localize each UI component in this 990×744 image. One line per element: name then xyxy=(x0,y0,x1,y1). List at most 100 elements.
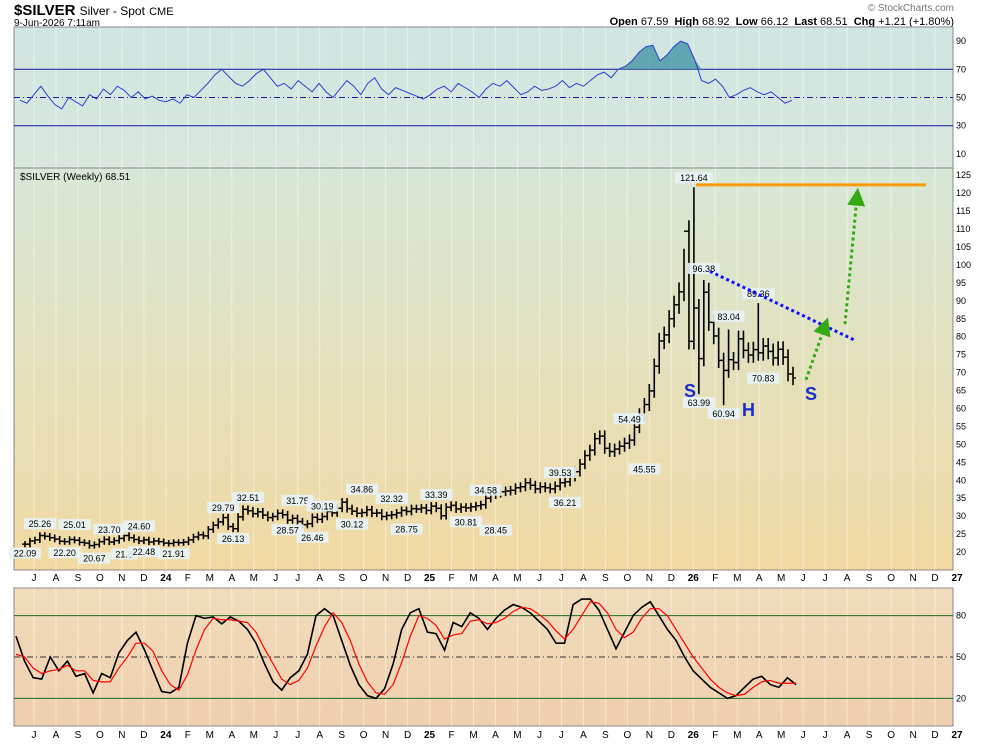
x-tick-label: A xyxy=(492,730,499,741)
price-annotation: 30.81 xyxy=(449,516,482,528)
x-tick-label: A xyxy=(580,730,587,741)
price-annotation-label: 89.36 xyxy=(747,289,770,299)
x-tick-label: M xyxy=(206,573,214,584)
rsi-tick-label: 10 xyxy=(956,149,966,159)
price-annotation-bg xyxy=(271,524,304,536)
price-annotation: 22.48 xyxy=(127,546,160,558)
x-tick-label: A xyxy=(316,573,323,584)
price-annotation-label: 83.04 xyxy=(717,312,740,322)
x-tick-label: D xyxy=(140,573,147,584)
price-annotation: 54.49 xyxy=(613,413,646,425)
x-tick-label: M xyxy=(777,573,785,584)
price-annotation-bg xyxy=(127,546,160,558)
open-label: Open xyxy=(609,16,638,28)
x-tick-label: F xyxy=(448,573,454,584)
price-annotation-bg xyxy=(628,463,661,475)
price-annotation-label: 32.32 xyxy=(380,494,403,504)
rsi-line xyxy=(19,40,793,110)
x-tick-label: S xyxy=(75,730,82,741)
x-tick-label: O xyxy=(96,573,104,584)
price-tick-label: 75 xyxy=(956,350,966,360)
price-annotation-bg xyxy=(48,547,81,559)
x-tick-label: J xyxy=(273,730,278,741)
price-tick-label: 90 xyxy=(956,296,966,306)
x-tick-label: J xyxy=(801,730,806,741)
x-tick-label: O xyxy=(623,573,631,584)
price-annotation-label: 25.26 xyxy=(29,519,52,529)
x-tick-label: S xyxy=(338,573,345,584)
price-annotation: 39.53 xyxy=(544,466,577,478)
x-tick-label: A xyxy=(756,573,763,584)
price-tick-label: 50 xyxy=(956,439,966,449)
x-tick-label: J xyxy=(32,730,37,741)
price-annotation-label: 28.45 xyxy=(484,526,507,536)
x-tick-label: A xyxy=(844,730,851,741)
price-tick-label: 105 xyxy=(956,242,971,252)
price-annotation: 33.39 xyxy=(420,488,453,500)
x-tick-label: A xyxy=(53,730,60,741)
price-annotation-bg xyxy=(613,413,646,425)
x-tick-label: J xyxy=(273,573,278,584)
price-tick-label: 125 xyxy=(956,170,971,180)
price-annotation-bg xyxy=(231,492,264,504)
price-annotation-bg xyxy=(157,548,190,560)
x-tick-label: S xyxy=(75,573,82,584)
price-annotation-label: 54.49 xyxy=(618,414,641,424)
x-tick-label: N xyxy=(646,573,653,584)
price-annotation-bg xyxy=(78,552,111,564)
x-tick-label: 25 xyxy=(424,573,436,584)
x-tick-label: 25 xyxy=(424,730,436,741)
price-annotation: 20.67 xyxy=(78,552,111,564)
x-tick-label: 24 xyxy=(160,573,172,584)
exchange: CME xyxy=(149,6,174,18)
price-annotation-label: 28.57 xyxy=(276,525,299,535)
x-tick-label: J xyxy=(823,573,828,584)
x-tick-label: J xyxy=(823,730,828,741)
x-tick-label: N xyxy=(909,573,916,584)
x-tick-label: D xyxy=(140,730,147,741)
high-label: High xyxy=(674,16,699,28)
x-tick-label: O xyxy=(360,573,368,584)
x-tick-label: O xyxy=(887,730,895,741)
price-annotation-bg xyxy=(469,484,502,496)
ohlc-bar xyxy=(790,366,796,386)
price-annotation-bg xyxy=(296,531,329,543)
price-annotation: 32.32 xyxy=(375,492,408,504)
stoch-tick-label: 20 xyxy=(956,693,966,703)
price-annotation: 34.86 xyxy=(345,483,378,495)
x-tick-label: N xyxy=(118,730,125,741)
price-tick-label: 110 xyxy=(956,224,970,234)
x-tick-label: N xyxy=(909,730,916,741)
x-tick-label: 26 xyxy=(688,730,700,741)
quote-summary: Open 67.59 High 68.92 Low 66.12 Last 68.… xyxy=(610,16,954,28)
x-tick-label: D xyxy=(931,573,938,584)
price-annotation: 29.79 xyxy=(207,501,240,513)
x-tick-label: N xyxy=(382,573,389,584)
price-annotation-bg xyxy=(306,500,339,512)
price-tick-label: 115 xyxy=(956,206,970,216)
price-tick-label: 85 xyxy=(956,314,966,324)
price-annotation: 34.58 xyxy=(469,484,502,496)
x-tick-label: M xyxy=(777,730,785,741)
stoch-tick-label: 80 xyxy=(956,611,966,621)
pattern-left-shoulder: S xyxy=(684,381,696,401)
price-tick-label: 65 xyxy=(956,386,966,396)
x-tick-label: O xyxy=(360,730,368,741)
price-annotation-bg xyxy=(110,548,138,560)
x-tick-label: A xyxy=(228,573,235,584)
chart-title: $SILVER Silver - Spot CME xyxy=(14,2,174,19)
price-annotation-label: 30.81 xyxy=(455,517,478,527)
x-tick-label: J xyxy=(559,573,564,584)
price-annotation: 22.20 xyxy=(48,547,81,559)
price-tick-label: 95 xyxy=(956,278,966,288)
stoch-tick-label: 50 xyxy=(956,652,966,662)
x-tick-label: S xyxy=(602,730,609,741)
x-tick-label: F xyxy=(448,730,454,741)
price-annotation: 63.99 xyxy=(682,397,715,409)
price-annotation: 28.57 xyxy=(271,524,304,536)
price-annotation-label: 36.21 xyxy=(554,498,577,508)
price-tick-label: 25 xyxy=(956,529,966,539)
price-annotation: 32.51 xyxy=(231,492,264,504)
open-value: 67.59 xyxy=(640,16,669,28)
